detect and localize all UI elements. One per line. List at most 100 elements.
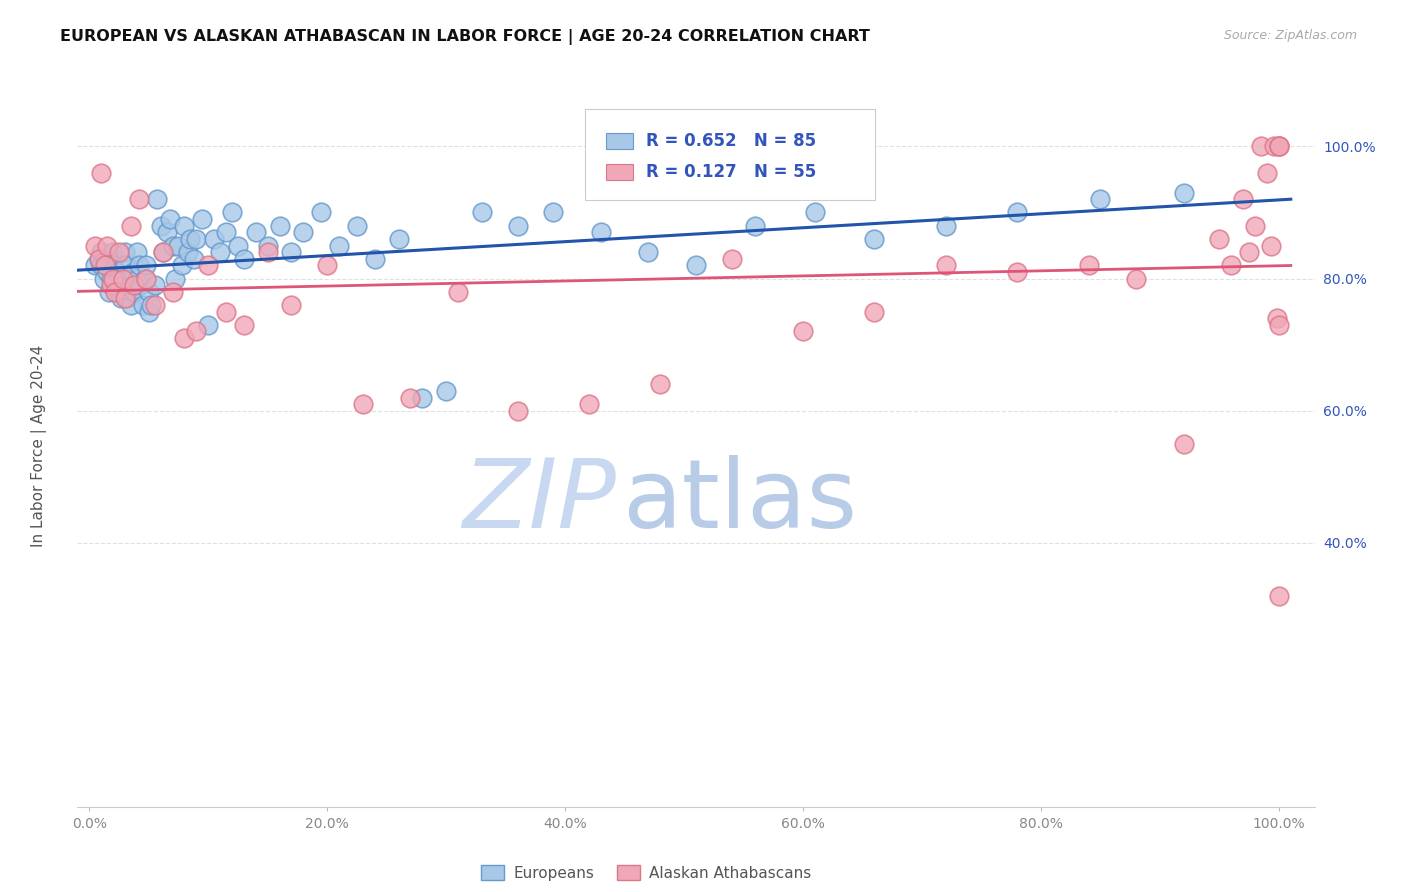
FancyBboxPatch shape: [606, 133, 633, 149]
Point: [138, 285, 160, 299]
Point: [364, 252, 387, 266]
Point: [1208, 232, 1230, 246]
Point: [93, 258, 115, 272]
Point: [152, 245, 174, 260]
Point: [108, 285, 131, 299]
Point: [120, 298, 142, 312]
Point: [352, 397, 374, 411]
FancyBboxPatch shape: [606, 164, 633, 180]
Text: In Labor Force | Age 20-24: In Labor Force | Age 20-24: [31, 345, 48, 547]
Point: [122, 265, 145, 279]
Point: [155, 225, 177, 239]
Point: [292, 225, 315, 239]
Point: [186, 325, 208, 339]
Point: [589, 225, 612, 239]
Point: [1005, 205, 1028, 219]
Point: [117, 291, 139, 305]
Point: [152, 245, 174, 260]
Point: [541, 205, 564, 219]
Point: [96, 238, 118, 252]
Point: [120, 278, 142, 293]
Point: [650, 377, 672, 392]
Point: [93, 252, 115, 266]
Point: [245, 225, 267, 239]
Point: [149, 219, 172, 233]
Point: [316, 258, 339, 272]
Text: Source: ZipAtlas.com: Source: ZipAtlas.com: [1223, 29, 1357, 42]
Point: [159, 212, 181, 227]
Point: [87, 252, 110, 266]
Point: [186, 232, 208, 246]
Point: [125, 271, 148, 285]
Point: [173, 219, 195, 233]
Point: [100, 278, 122, 293]
Point: [100, 271, 122, 285]
Point: [1125, 271, 1147, 285]
Text: R = 0.652   N = 85: R = 0.652 N = 85: [647, 132, 817, 150]
Point: [506, 219, 529, 233]
Point: [129, 278, 152, 293]
Point: [863, 232, 886, 246]
Point: [84, 258, 107, 272]
Point: [114, 271, 136, 285]
Point: [792, 325, 814, 339]
Point: [1268, 318, 1291, 332]
Point: [111, 278, 134, 293]
Point: [1244, 219, 1267, 233]
Point: [139, 298, 162, 312]
Point: [104, 278, 127, 293]
Point: [125, 245, 148, 260]
Point: [179, 232, 201, 246]
Point: [104, 285, 127, 299]
Point: [163, 271, 186, 285]
Point: [101, 245, 124, 260]
Point: [146, 192, 169, 206]
Point: [309, 205, 332, 219]
Point: [399, 391, 422, 405]
Point: [1265, 311, 1288, 326]
Point: [132, 298, 155, 312]
Point: [506, 403, 529, 417]
Point: [138, 304, 160, 318]
Point: [93, 271, 115, 285]
Text: ZIP: ZIP: [461, 456, 616, 549]
Point: [128, 192, 150, 206]
Point: [256, 245, 278, 260]
Point: [177, 245, 200, 260]
Point: [1268, 139, 1291, 153]
Point: [90, 258, 112, 272]
Point: [1090, 192, 1112, 206]
Point: [471, 205, 494, 219]
Point: [744, 219, 766, 233]
Point: [637, 245, 659, 260]
Text: EUROPEAN VS ALASKAN ATHABASCAN IN LABOR FORCE | AGE 20-24 CORRELATION CHART: EUROPEAN VS ALASKAN ATHABASCAN IN LABOR …: [60, 29, 870, 45]
Point: [226, 238, 249, 252]
Point: [863, 304, 886, 318]
Point: [280, 298, 302, 312]
Point: [1268, 139, 1291, 153]
Point: [124, 278, 146, 293]
Legend: Europeans, Alaskan Athabascans: Europeans, Alaskan Athabascans: [475, 859, 818, 887]
Point: [685, 258, 707, 272]
Point: [114, 245, 136, 260]
Point: [215, 225, 238, 239]
Point: [1005, 265, 1028, 279]
Point: [1256, 166, 1278, 180]
Point: [110, 291, 132, 305]
Point: [1268, 139, 1291, 153]
Point: [1268, 589, 1291, 603]
Point: [720, 252, 742, 266]
Point: [1263, 139, 1285, 153]
Point: [191, 212, 214, 227]
Point: [346, 219, 368, 233]
Point: [90, 166, 112, 180]
Point: [1260, 238, 1282, 252]
FancyBboxPatch shape: [585, 110, 876, 200]
Point: [209, 245, 232, 260]
Point: [1220, 258, 1243, 272]
Point: [143, 298, 166, 312]
Point: [935, 219, 957, 233]
Point: [232, 252, 254, 266]
Point: [202, 232, 225, 246]
Point: [1173, 436, 1195, 450]
